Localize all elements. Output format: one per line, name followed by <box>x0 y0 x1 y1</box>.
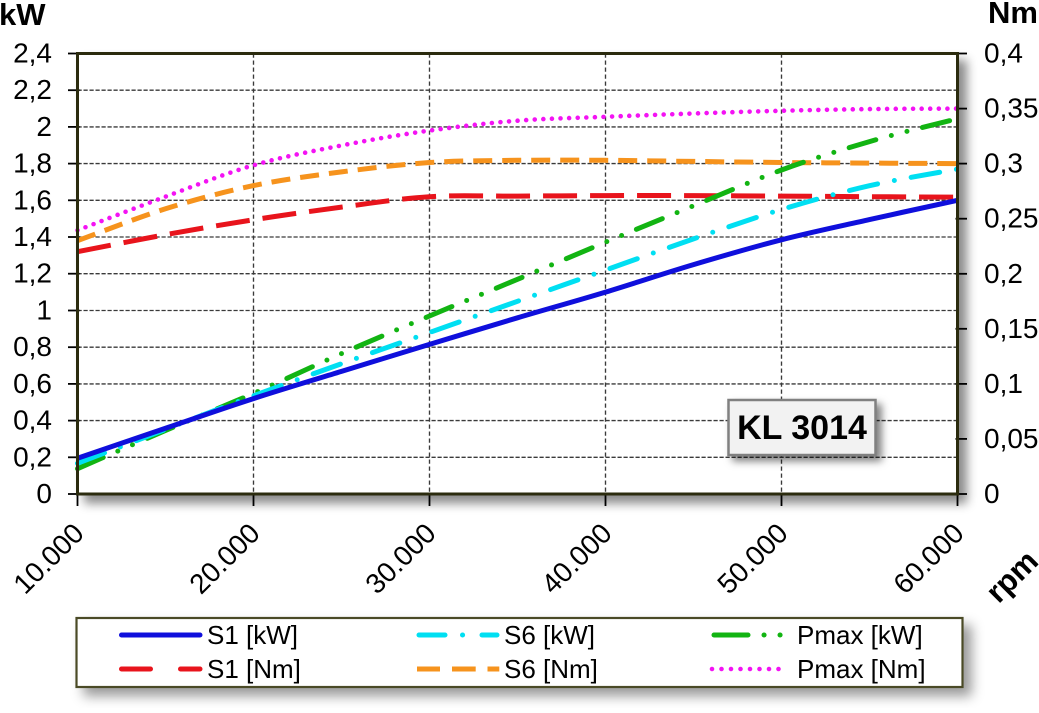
svg-text:0,05: 0,05 <box>984 423 1039 454</box>
svg-text:0,8: 0,8 <box>13 331 52 362</box>
svg-text:1,4: 1,4 <box>13 221 52 252</box>
svg-text:1,6: 1,6 <box>13 184 52 215</box>
svg-text:0,4: 0,4 <box>984 38 1023 69</box>
svg-text:0,25: 0,25 <box>984 203 1039 234</box>
svg-text:0,35: 0,35 <box>984 93 1039 124</box>
svg-text:kW: kW <box>0 0 46 32</box>
svg-text:Pmax [kW]: Pmax [kW] <box>797 620 923 650</box>
svg-text:S1 [kW]: S1 [kW] <box>207 620 298 650</box>
svg-text:0,1: 0,1 <box>984 368 1023 399</box>
svg-text:0,4: 0,4 <box>13 405 52 436</box>
svg-text:2,2: 2,2 <box>13 74 52 105</box>
svg-text:S6 [kW]: S6 [kW] <box>504 620 595 650</box>
svg-text:Nm: Nm <box>988 0 1038 30</box>
svg-text:0,2: 0,2 <box>984 258 1023 289</box>
svg-text:0: 0 <box>36 478 52 509</box>
svg-text:S1 [Nm]: S1 [Nm] <box>207 654 301 684</box>
svg-text:2: 2 <box>36 111 52 142</box>
svg-text:1,2: 1,2 <box>13 258 52 289</box>
svg-text:0,3: 0,3 <box>984 148 1023 179</box>
svg-text:1: 1 <box>36 295 52 326</box>
svg-text:0,15: 0,15 <box>984 313 1039 344</box>
svg-text:0,6: 0,6 <box>13 368 52 399</box>
svg-text:2,4: 2,4 <box>13 38 52 69</box>
svg-text:S6 [Nm]: S6 [Nm] <box>504 654 598 684</box>
svg-text:Pmax [Nm]: Pmax [Nm] <box>797 654 926 684</box>
svg-text:1,8: 1,8 <box>13 148 52 179</box>
svg-text:KL 3014: KL 3014 <box>737 409 867 447</box>
svg-text:0,2: 0,2 <box>13 441 52 472</box>
svg-text:0: 0 <box>984 478 1000 509</box>
